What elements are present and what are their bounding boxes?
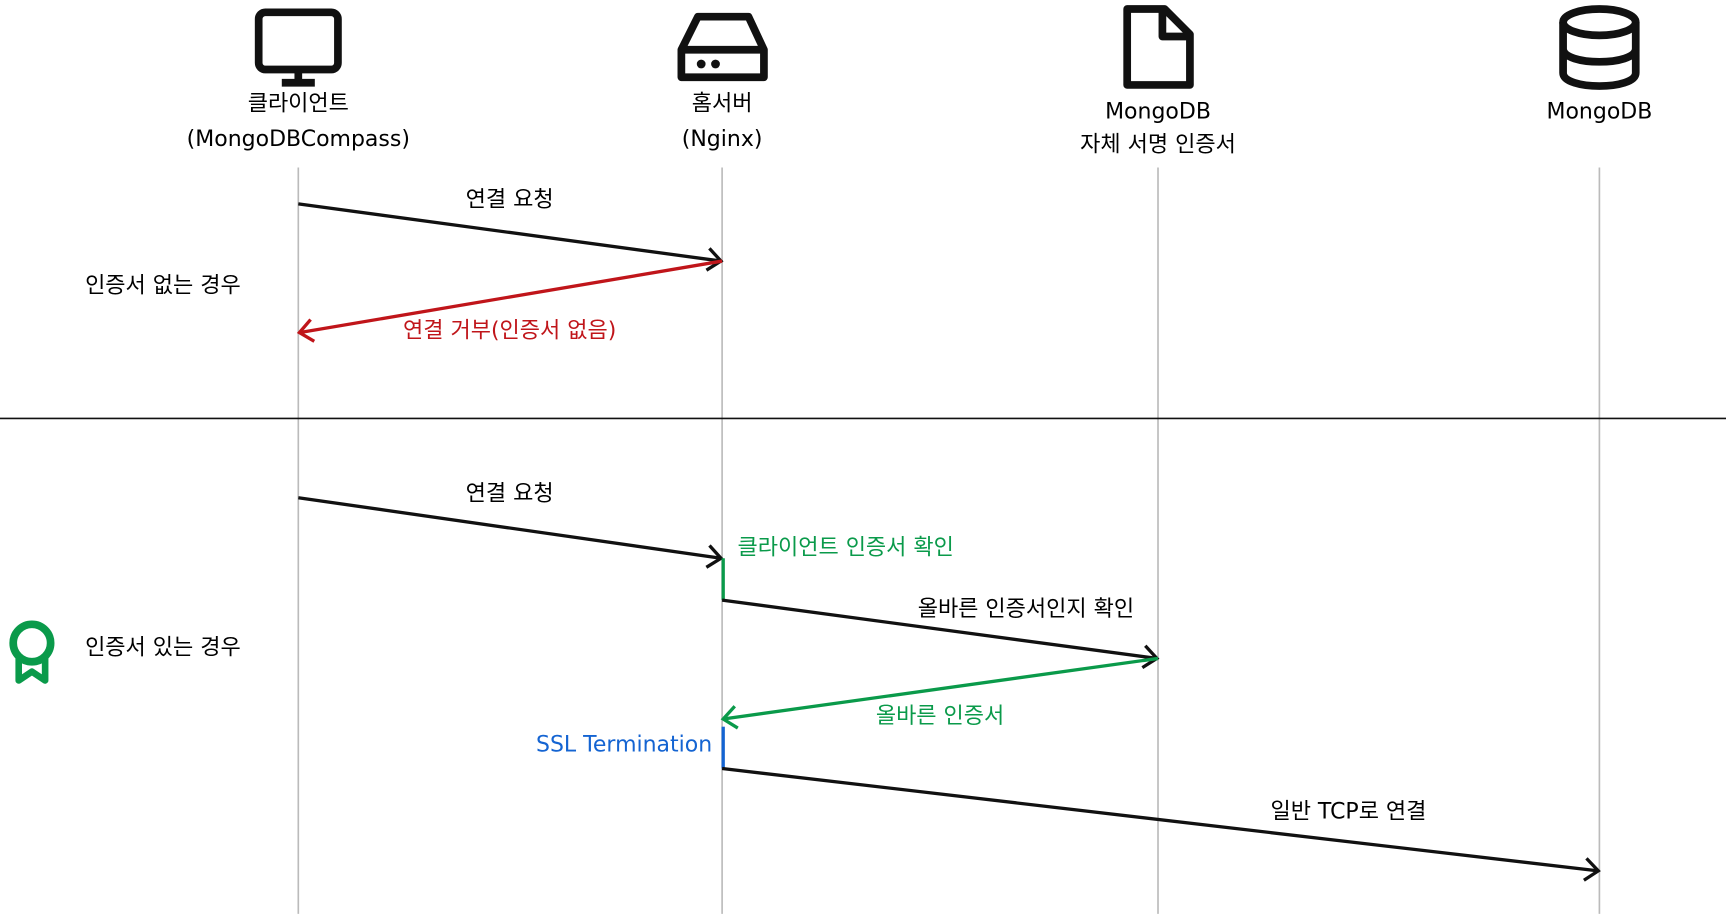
participant-label: 자체 서명 인증서 — [1080, 132, 1236, 157]
message-label: 연결 요청 — [466, 481, 554, 506]
participant-label: 홈서버 — [692, 92, 753, 117]
message-arrow — [721, 766, 1601, 882]
section-label: 인증서 있는 경우 — [85, 636, 241, 661]
participant-label: MongoDB — [1546, 99, 1652, 124]
participant-label: MongoDB — [1105, 99, 1211, 124]
database-icon — [1559, 5, 1640, 90]
message-label: 올바른 인증서인지 확인 — [918, 597, 1134, 622]
message-arrow — [298, 496, 724, 569]
participant-label: (MongoDBCompass) — [187, 127, 410, 152]
message-arrow — [720, 656, 1159, 730]
award-icon — [9, 620, 55, 684]
participant-label: 클라이언트 — [248, 92, 349, 117]
section-label: 인증서 없는 경우 — [85, 273, 241, 298]
message-arrow — [296, 259, 723, 343]
server-icon — [677, 12, 768, 82]
participant-label: (Nginx) — [682, 127, 763, 152]
message-label: 일반 TCP로 연결 — [1270, 800, 1426, 825]
file-icon — [1123, 5, 1194, 89]
message-label: 올바른 인증서 — [876, 704, 1004, 729]
note-label: 클라이언트 인증서 확인 — [738, 535, 954, 560]
message-arrow — [721, 598, 1160, 669]
message-label: 연결 요청 — [466, 188, 554, 213]
message-label: 연결 거부(인증서 없음) — [403, 319, 616, 344]
monitor-icon — [254, 8, 342, 87]
note-label: SSL Termination — [536, 732, 712, 757]
message-arrow — [298, 202, 724, 272]
